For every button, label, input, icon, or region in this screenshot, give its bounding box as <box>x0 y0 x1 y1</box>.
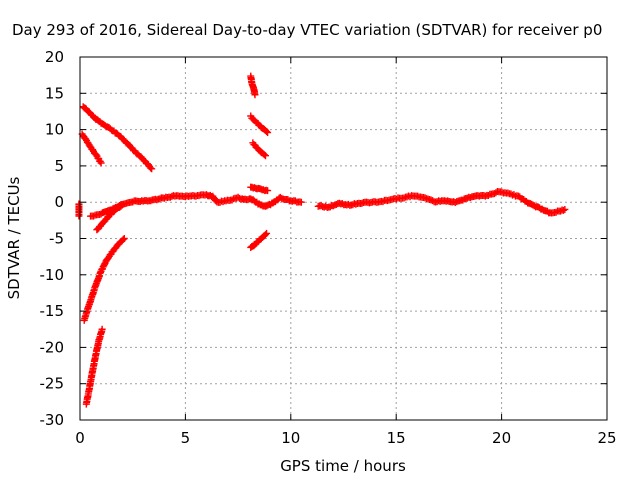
x-axis-label: GPS time / hours <box>280 457 406 475</box>
x-tick-label: 25 <box>597 429 616 447</box>
x-tick-label: 10 <box>281 429 300 447</box>
y-axis-label: SDTVAR / TECUs <box>5 176 23 299</box>
y-tick-label: -30 <box>40 411 65 429</box>
chart: 0 5 10 15 20 25 -30 -25 -20 -15 -10 -5 0 5 10 15 20 Day … <box>0 0 640 480</box>
y-tick-label: -25 <box>40 375 65 393</box>
y-tick-label: 15 <box>45 84 64 102</box>
y-tick-label: 20 <box>45 48 64 66</box>
y-tick-label: 5 <box>54 157 64 175</box>
chart-background <box>0 0 640 480</box>
y-tick-label: -5 <box>49 230 64 248</box>
y-tick-label: -10 <box>40 266 65 284</box>
x-tick-label: 20 <box>492 429 511 447</box>
chart-title: Day 293 of 2016, Sidereal Day-to-day VTE… <box>12 21 602 39</box>
y-tick-label: 0 <box>54 193 64 211</box>
y-tick-label: -15 <box>40 302 65 320</box>
y-tick-label: -20 <box>40 338 65 356</box>
x-tick-label: 5 <box>181 429 191 447</box>
y-tick-label: 10 <box>45 121 64 139</box>
x-tick-label: 15 <box>387 429 406 447</box>
x-tick-label: 0 <box>75 429 85 447</box>
